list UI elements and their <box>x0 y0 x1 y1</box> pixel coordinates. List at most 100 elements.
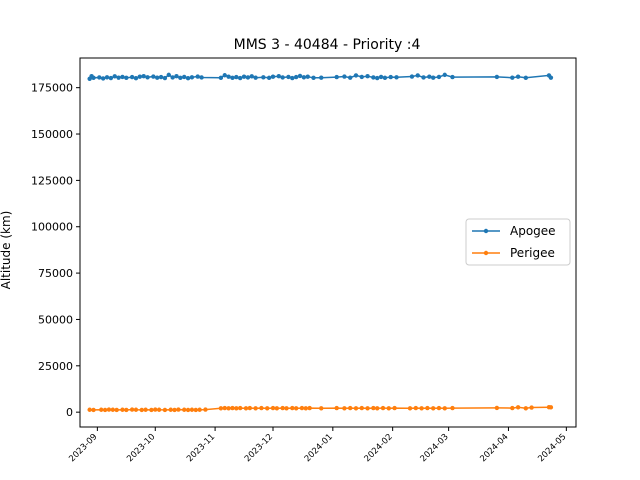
perigee-point <box>243 406 249 411</box>
perigee-point <box>133 407 139 412</box>
apogee-point <box>249 74 254 79</box>
perigee-point <box>185 407 191 413</box>
perigee-point <box>375 406 380 411</box>
apogee-point <box>133 76 139 81</box>
y-tick-label: 75000 <box>38 267 73 280</box>
y-tick-label: 125000 <box>31 174 73 187</box>
perigee-point <box>120 407 125 412</box>
apogee-point <box>266 75 272 81</box>
y-tick-label: 0 <box>66 406 73 419</box>
apogee-point <box>195 74 200 79</box>
perigee-point <box>172 407 177 413</box>
perigee-point <box>386 406 391 411</box>
perigee-point <box>265 406 270 411</box>
perigee-point <box>407 406 413 411</box>
apogee-point <box>261 75 266 80</box>
perigee-point <box>149 407 154 413</box>
apogee-point <box>182 74 187 80</box>
perigee-point <box>299 405 305 411</box>
perigee-point <box>450 405 455 411</box>
y-tick-label: 50000 <box>38 313 73 326</box>
perigee-point <box>319 406 324 411</box>
perigee-point <box>189 407 195 412</box>
y-tick-label: 100000 <box>31 221 73 234</box>
apogee-point <box>270 74 276 79</box>
apogee-point <box>319 75 324 80</box>
apogee-point <box>245 75 251 80</box>
perigee-point <box>371 405 376 411</box>
apogee-point <box>515 74 521 79</box>
y-tick-label: 175000 <box>31 82 73 95</box>
perigee-point <box>143 407 148 412</box>
apogee-point <box>141 73 146 79</box>
apogee-point <box>442 72 447 78</box>
apogee-point <box>301 75 307 80</box>
perigee-point <box>139 407 144 413</box>
apogee-point <box>154 75 160 80</box>
perigee-point <box>197 407 202 412</box>
perigee-point <box>548 405 554 410</box>
apogee-point <box>218 75 224 81</box>
perigee-point <box>247 405 253 411</box>
perigee-point <box>413 405 419 411</box>
apogee-point <box>166 72 171 78</box>
apogee-point <box>129 74 135 80</box>
perigee-point <box>87 407 92 412</box>
plot-area-frame <box>79 57 577 428</box>
apogee-point <box>222 73 227 78</box>
perigee-point <box>156 407 162 412</box>
apogee-point <box>185 76 191 81</box>
x-ticks: 2023-09 2023-10 2023-11 2023-12 2024-01 2024-… <box>67 427 568 464</box>
apogee-point <box>116 75 121 80</box>
perigee-point <box>280 405 285 411</box>
apogee-point <box>286 74 291 80</box>
chart-title: MMS 3 - 40484 - Priority :4 <box>234 37 421 53</box>
apogee-point <box>297 73 303 79</box>
perigee-point <box>442 406 447 411</box>
perigee-point <box>270 405 276 411</box>
perigee-point <box>510 405 515 411</box>
perigee-point <box>347 405 353 411</box>
apogee-point <box>174 73 179 79</box>
perigee-point <box>110 407 116 412</box>
perigee-point <box>529 405 534 410</box>
perigee-point <box>430 406 436 411</box>
apogee-point <box>241 74 247 79</box>
perigee-point <box>253 406 258 411</box>
apogee-point <box>305 74 310 79</box>
apogee-point <box>430 75 436 80</box>
apogee-point <box>436 74 442 80</box>
apogee-point <box>280 75 285 80</box>
apogee-point <box>170 75 175 80</box>
perigee-point <box>230 405 235 411</box>
apogee-point <box>112 74 117 79</box>
perigee-point <box>234 406 239 411</box>
perigee-point <box>222 405 227 411</box>
apogee-point <box>311 75 316 81</box>
perigee-point <box>494 405 500 411</box>
apogee-point <box>494 74 500 80</box>
x-tick-label: 2024-02 <box>363 432 395 464</box>
perigee-point <box>353 406 359 411</box>
apogee-point <box>137 74 143 79</box>
perigee-point <box>515 405 521 410</box>
apogee-point <box>253 75 258 80</box>
apogee-point <box>237 75 243 81</box>
perigee-point <box>419 406 424 411</box>
apogee-point <box>523 75 529 81</box>
perigee-point <box>237 405 243 411</box>
apogee-point <box>378 74 384 80</box>
apogee-point <box>104 75 110 80</box>
x-tick-label: 2024-01 <box>303 432 335 464</box>
apogee-point <box>510 75 515 80</box>
perigee-point <box>425 405 430 411</box>
apogee-point <box>427 74 432 79</box>
perigee-point <box>293 406 299 411</box>
apogee-point <box>189 75 195 80</box>
perigee-point <box>102 407 108 413</box>
perigee-point <box>290 405 295 411</box>
apogee-point <box>97 75 102 80</box>
legend-marker-apogee <box>483 228 489 234</box>
apogee-point <box>293 74 299 80</box>
